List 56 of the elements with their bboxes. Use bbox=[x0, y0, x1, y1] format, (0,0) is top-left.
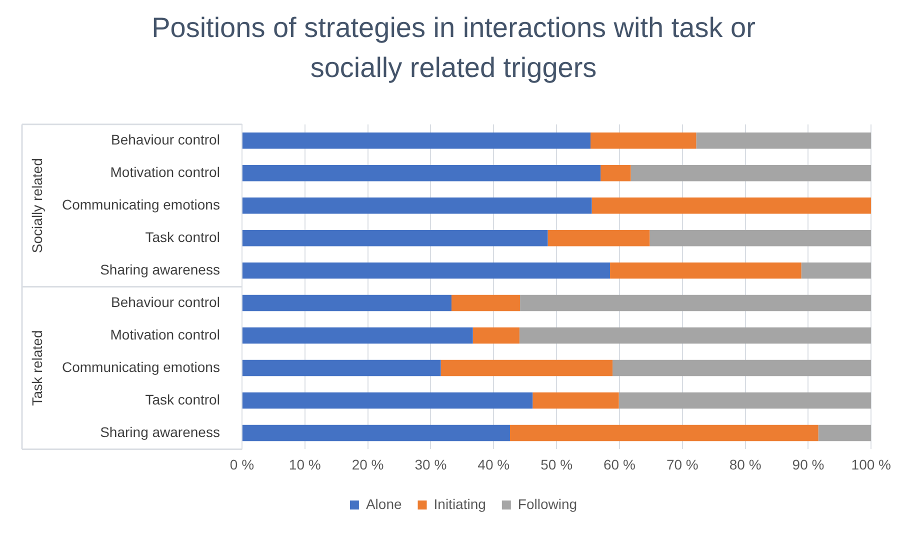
y-tick-label: Communicating emotions bbox=[62, 358, 220, 375]
bar bbox=[801, 262, 872, 279]
bar bbox=[818, 424, 872, 442]
bar bbox=[242, 230, 548, 246]
x-tick-label: 80 % bbox=[729, 456, 762, 472]
bar bbox=[532, 392, 619, 409]
bar bbox=[520, 294, 872, 312]
text: Socially related bbox=[28, 158, 45, 254]
chart-title: Positions of strategies in interactions with task or socially related triggers bbox=[150, 11, 756, 85]
y-tick-label: Task control bbox=[145, 228, 220, 245]
legend-label: Alone bbox=[366, 496, 402, 512]
bar bbox=[242, 392, 533, 409]
legend-label: Initiating bbox=[434, 496, 486, 512]
bar bbox=[472, 327, 520, 344]
bar bbox=[242, 197, 592, 214]
y-tick-label: Motivation control bbox=[110, 326, 220, 342]
x-tick-label: 50 % bbox=[540, 456, 573, 472]
y-tick-label: Communicating emotions bbox=[62, 196, 220, 212]
y-tick-label: Task control bbox=[145, 391, 220, 408]
bar bbox=[242, 360, 441, 376]
bar bbox=[242, 294, 452, 312]
y-tick-label: Sharing awareness bbox=[100, 261, 220, 278]
bar bbox=[242, 165, 601, 182]
bar bbox=[630, 165, 872, 182]
y-tick-label: Motivation control bbox=[110, 164, 220, 180]
y-tick-label: Behaviour control bbox=[111, 132, 220, 148]
bar bbox=[510, 424, 818, 442]
bar bbox=[242, 327, 473, 344]
bar bbox=[440, 360, 613, 376]
bar bbox=[519, 327, 872, 344]
x-tick-label: 20 % bbox=[352, 456, 384, 472]
x-tick-label: 60 % bbox=[604, 456, 636, 472]
bar bbox=[242, 424, 510, 442]
bar bbox=[451, 294, 520, 312]
x-tick-label: 70 % bbox=[666, 456, 698, 472]
legend-label: Following bbox=[518, 496, 578, 512]
bar bbox=[618, 392, 872, 409]
x-tick-label: 0 % bbox=[230, 456, 254, 472]
bar bbox=[612, 360, 872, 376]
bar bbox=[548, 230, 650, 246]
y-tick-label: Behaviour control bbox=[111, 294, 220, 310]
bar bbox=[650, 230, 872, 246]
y-tick-label: Sharing awareness bbox=[100, 424, 220, 440]
bar bbox=[242, 262, 610, 279]
bar bbox=[590, 132, 696, 149]
bar bbox=[592, 197, 872, 214]
x-tick-label: 40 % bbox=[478, 456, 510, 472]
x-tick-label: 10 % bbox=[288, 456, 321, 472]
bar bbox=[696, 132, 872, 149]
x-tick-label: 90 % bbox=[792, 456, 824, 472]
bar bbox=[600, 165, 631, 182]
x-tick-label: 100 % bbox=[851, 456, 892, 472]
x-tick-label: 30 % bbox=[414, 456, 447, 472]
bar bbox=[610, 262, 802, 279]
text: Task related bbox=[28, 330, 45, 406]
bar bbox=[242, 132, 591, 149]
